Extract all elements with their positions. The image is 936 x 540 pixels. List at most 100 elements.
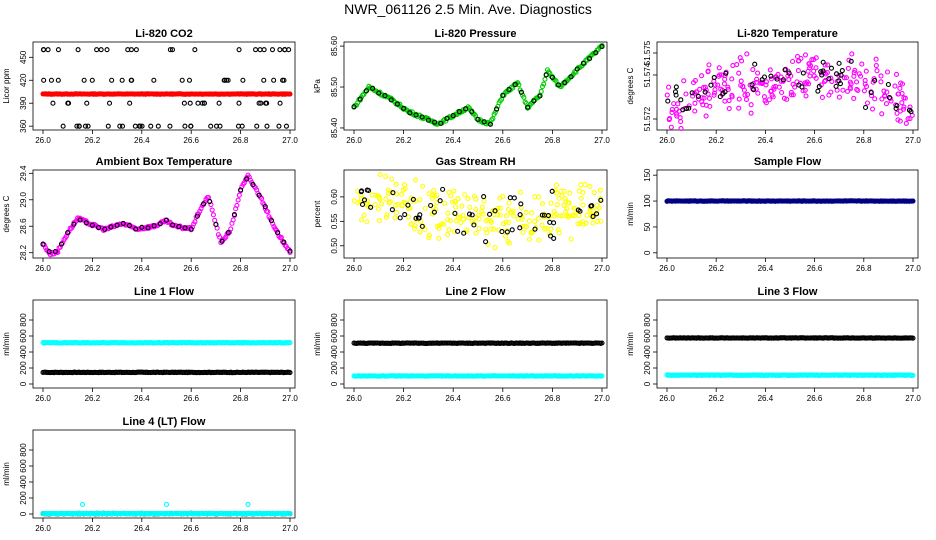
- data-point: [431, 187, 437, 194]
- data-point: [462, 192, 468, 198]
- x-tick-label: 26.2: [396, 394, 412, 403]
- data-point: [720, 90, 726, 96]
- data-point: [845, 65, 851, 71]
- y-tick-label: 200: [643, 361, 652, 375]
- data-point: [580, 60, 586, 66]
- data-point: [236, 192, 242, 198]
- x-tick-label: 27.0: [282, 524, 298, 533]
- data-point: [426, 232, 432, 238]
- data-point: [563, 208, 569, 214]
- data-point: [578, 182, 584, 188]
- data-point: [287, 248, 293, 254]
- data-point: [589, 52, 595, 58]
- x-tick-label: 26.8: [856, 136, 872, 145]
- data-point: [743, 96, 750, 103]
- series-black: [351, 340, 605, 347]
- data-point: [774, 76, 780, 82]
- data-point: [362, 89, 368, 95]
- data-point: [413, 112, 419, 118]
- data-point: [217, 234, 223, 240]
- data-point: [558, 188, 564, 195]
- data-point: [355, 200, 361, 206]
- data-point: [376, 217, 382, 224]
- data-point: [287, 370, 293, 376]
- data-point: [182, 123, 188, 129]
- data-point: [428, 202, 434, 209]
- data-point: [419, 114, 425, 120]
- data-point: [525, 104, 531, 110]
- data-point: [788, 92, 794, 98]
- data-point: [500, 221, 506, 227]
- data-point: [361, 212, 367, 218]
- data-point: [594, 202, 600, 209]
- data-point: [257, 47, 263, 53]
- data-point: [492, 245, 498, 251]
- data-point: [701, 95, 707, 101]
- data-point: [905, 116, 911, 122]
- y-axis-label: ml/min: [626, 332, 635, 356]
- data-point: [208, 123, 214, 129]
- data-point: [484, 230, 490, 236]
- x-tick-label: 27.0: [905, 264, 921, 273]
- data-point: [254, 123, 260, 129]
- data-point: [258, 100, 264, 106]
- data-point: [716, 65, 722, 71]
- data-point: [517, 189, 523, 195]
- data-point: [52, 248, 58, 255]
- data-point: [692, 108, 698, 114]
- data-point: [518, 201, 524, 207]
- x-tick-label: 26.8: [545, 136, 561, 145]
- data-point: [225, 229, 231, 236]
- data-point: [836, 60, 842, 66]
- y-tick-label: 800: [19, 443, 28, 457]
- data-point: [575, 207, 581, 213]
- x-tick-label: 26.4: [134, 524, 150, 533]
- data-point: [539, 222, 545, 228]
- data-point: [392, 215, 398, 221]
- y-tick-label: 200: [330, 361, 339, 375]
- data-point: [674, 106, 680, 112]
- data-point: [458, 220, 464, 226]
- data-point: [437, 198, 443, 204]
- series-yellow: [351, 171, 604, 251]
- data-point: [77, 217, 83, 223]
- x-tick-label: 26.6: [807, 394, 823, 403]
- data-point: [508, 209, 514, 216]
- data-point: [536, 237, 542, 243]
- data-point: [878, 73, 884, 79]
- data-point: [495, 212, 501, 218]
- data-point: [441, 221, 447, 227]
- data-point: [199, 100, 205, 106]
- data-point: [894, 110, 900, 116]
- x-tick-label: 26.2: [85, 394, 101, 403]
- plot-frame: [32, 41, 296, 131]
- x-tick-label: 26.8: [233, 136, 249, 145]
- data-point: [526, 236, 533, 242]
- x-tick-label: 26.2: [85, 136, 101, 145]
- data-point: [587, 183, 593, 190]
- x-tick-label: 26.4: [758, 136, 774, 145]
- y-tick-label: 600: [330, 329, 339, 343]
- data-point: [451, 229, 458, 235]
- x-tick-label: 26.6: [183, 394, 199, 403]
- data-point: [744, 91, 751, 98]
- data-point: [264, 100, 270, 106]
- data-point: [828, 65, 835, 71]
- data-point: [382, 93, 388, 99]
- data-point: [460, 216, 466, 222]
- y-tick-label: 85.50: [330, 76, 339, 97]
- data-point: [689, 90, 695, 96]
- y-tick-label: 600: [19, 459, 28, 473]
- data-point: [481, 198, 487, 204]
- data-point: [390, 190, 396, 196]
- data-point: [894, 103, 900, 109]
- data-point: [884, 69, 891, 75]
- data-point: [669, 109, 675, 116]
- data-point: [108, 224, 114, 230]
- data-point: [784, 96, 790, 102]
- series-black: [40, 369, 293, 376]
- x-tick-label: 26.0: [346, 264, 362, 273]
- data-point: [907, 116, 913, 122]
- data-point: [364, 187, 370, 193]
- data-point: [738, 78, 744, 84]
